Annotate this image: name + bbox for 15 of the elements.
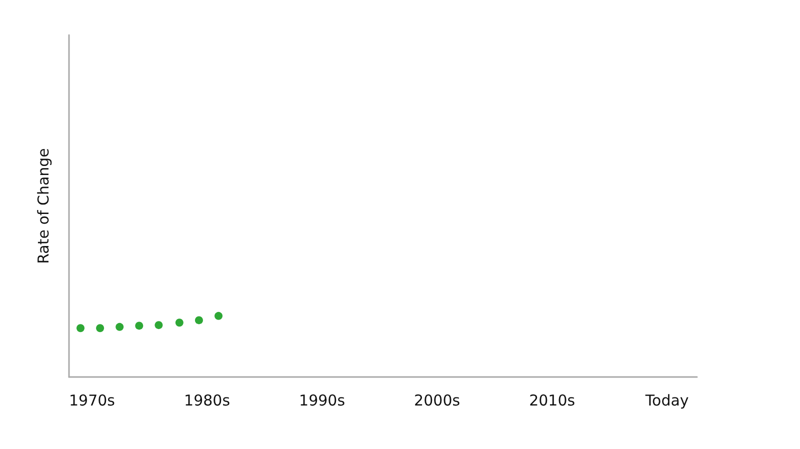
x-tick-label: 1970s xyxy=(69,392,116,410)
point xyxy=(96,324,104,332)
point xyxy=(175,318,184,327)
point xyxy=(154,321,163,330)
point xyxy=(214,312,223,320)
point xyxy=(135,322,144,330)
point xyxy=(194,316,203,324)
x-tick-label: 2010s xyxy=(529,392,576,410)
x-tick-label: 1990s xyxy=(299,392,346,410)
x-tick-label: Today xyxy=(644,392,689,410)
point xyxy=(116,322,124,331)
x-tick-label: 1980s xyxy=(184,392,230,410)
x-tick-label: 2000s xyxy=(414,392,460,410)
point xyxy=(76,324,84,332)
y-axis-title: Rate of Change xyxy=(34,148,52,264)
